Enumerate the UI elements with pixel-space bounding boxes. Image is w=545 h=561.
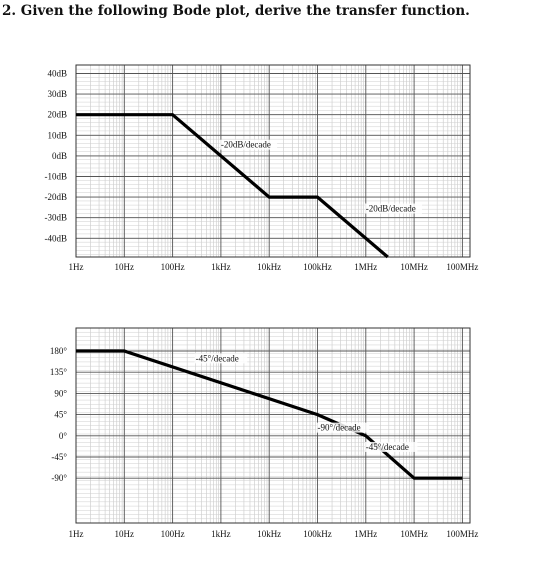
x-tick-label: 10MHz bbox=[400, 262, 428, 272]
y-tick-label: 180° bbox=[50, 346, 68, 356]
y-tick-label: -20dB bbox=[45, 192, 68, 202]
x-tick-label: 1kHz bbox=[211, 529, 231, 539]
x-tick-label: 100kHz bbox=[303, 529, 332, 539]
phase-plot: 1Hz 10Hz 100Hz 1kHz 10kHz 100kHz 1MHz 10MHz 100M… bbox=[50, 327, 478, 539]
x-tick-label: 1MHz bbox=[354, 529, 377, 539]
slope-annotation: -20dB/decade bbox=[366, 204, 416, 214]
x-tick-label: 1kHz bbox=[211, 262, 231, 272]
y-tick-label: 45° bbox=[54, 410, 67, 420]
x-tick-label: 10MHz bbox=[400, 529, 428, 539]
slope-annotation: -45°/decade bbox=[366, 442, 409, 452]
slope-annotation: -90°/decade bbox=[318, 423, 361, 433]
y-tick-label: 10dB bbox=[47, 130, 67, 140]
slope-annotation: -20dB/decade bbox=[221, 140, 271, 150]
plot-frame bbox=[75, 64, 471, 258]
x-tick-label: 1Hz bbox=[69, 529, 84, 539]
x-tick-label: 1Hz bbox=[69, 262, 84, 272]
x-tick-label: 100MHz bbox=[446, 529, 478, 539]
annotation-bg bbox=[194, 353, 248, 364]
y-tick-label: -40dB bbox=[45, 233, 68, 243]
x-tick-label: 1MHz bbox=[354, 262, 377, 272]
y-tick-label: -30dB bbox=[45, 213, 68, 223]
y-tick-label: 0dB bbox=[52, 151, 67, 161]
annotation-bg bbox=[364, 441, 418, 452]
annotation-bg bbox=[316, 422, 370, 433]
plot-frame bbox=[75, 327, 471, 524]
annotation-bg bbox=[364, 203, 422, 214]
y-tick-label: -90° bbox=[51, 473, 67, 483]
x-tick-label: 10Hz bbox=[115, 529, 135, 539]
magnitude-plot: 1Hz 10Hz 100Hz 1kHz 10kHz 100kHz 1MHz 10MHz 100M… bbox=[45, 64, 478, 272]
y-tick-label: 135° bbox=[50, 367, 68, 377]
slope-annotation: -45°/decade bbox=[196, 353, 239, 363]
x-tick-label: 100kHz bbox=[303, 262, 332, 272]
y-tick-label: -10dB bbox=[45, 172, 68, 182]
x-tick-label: 10kHz bbox=[257, 262, 281, 272]
x-tick-label: 100Hz bbox=[161, 529, 185, 539]
x-tick-label: 100MHz bbox=[446, 262, 478, 272]
y-tick-label: 90° bbox=[54, 388, 67, 398]
y-tick-label: 20dB bbox=[47, 110, 67, 120]
y-tick-label: 0° bbox=[59, 431, 68, 441]
x-tick-label: 10kHz bbox=[257, 529, 281, 539]
y-tick-label: 40dB bbox=[47, 69, 67, 79]
y-tick-label: 30dB bbox=[47, 89, 67, 99]
x-tick-label: 10Hz bbox=[115, 262, 135, 272]
bode-curve bbox=[76, 113, 389, 259]
annotation-bg bbox=[219, 139, 278, 150]
question-text: 2. Given the following Bode plot, derive… bbox=[2, 3, 470, 19]
x-tick-label: 100Hz bbox=[161, 262, 185, 272]
y-tick-label: -45° bbox=[51, 452, 67, 462]
